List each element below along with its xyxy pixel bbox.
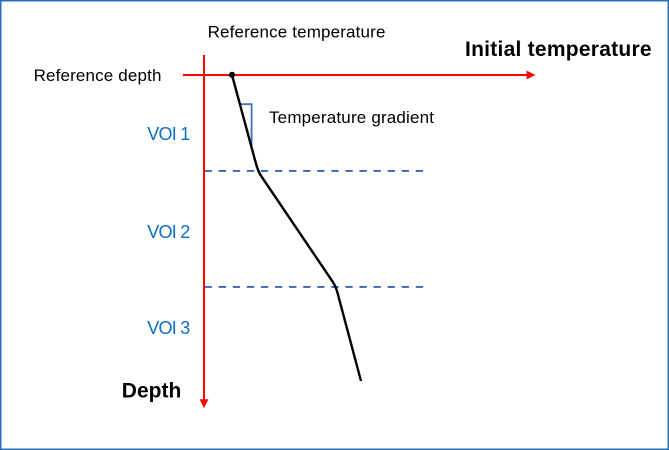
svg-text:Reference temperature: Reference temperature (208, 23, 386, 42)
svg-text:VOI 1: VOI 1 (147, 124, 190, 144)
svg-text:Depth: Depth (122, 379, 182, 402)
svg-text:Initial temperature: Initial temperature (465, 38, 652, 61)
svg-text:VOI 2: VOI 2 (147, 222, 190, 242)
svg-text:Reference depth: Reference depth (34, 66, 162, 85)
svg-text:VOI 3: VOI 3 (147, 318, 190, 338)
svg-text:Temperature gradient: Temperature gradient (269, 108, 434, 127)
